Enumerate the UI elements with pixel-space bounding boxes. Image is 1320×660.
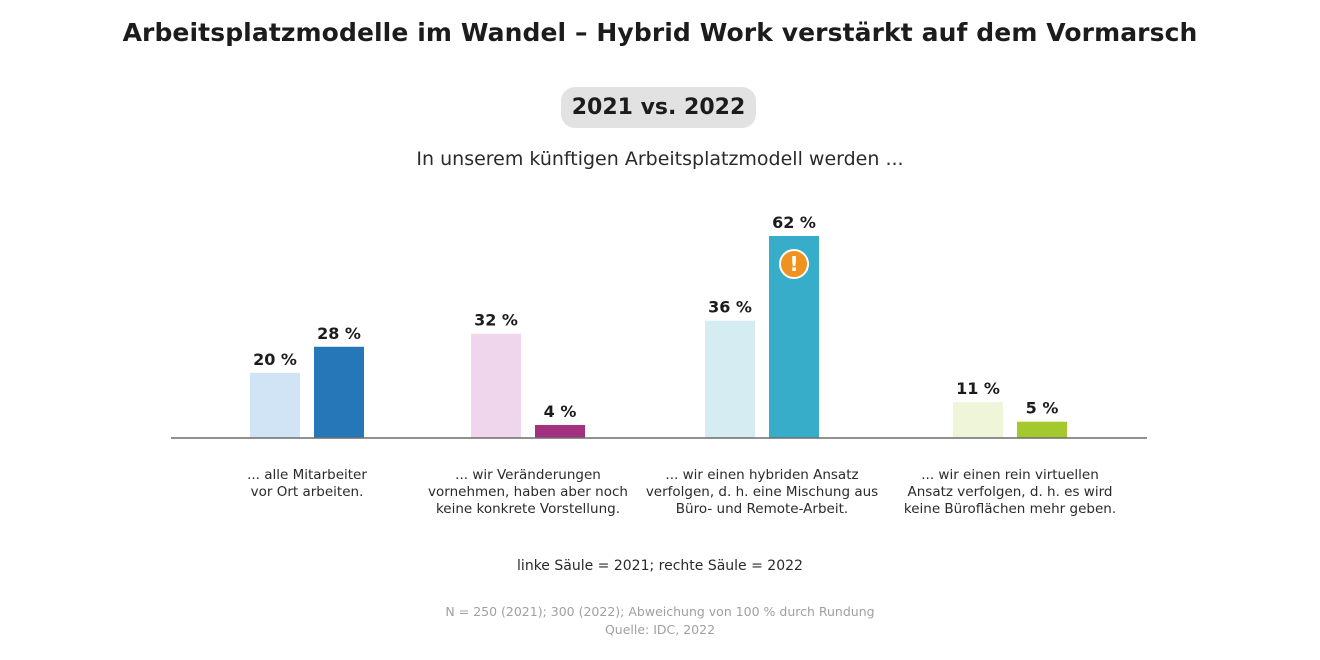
exclamation-icon	[779, 249, 809, 279]
category-label-line: ... wir einen rein virtuellen	[921, 467, 1099, 483]
bar-2022-4	[1017, 421, 1067, 438]
data-label: 28 %	[317, 324, 361, 343]
category-label-line: ... alle Mitarbeiter	[247, 467, 367, 483]
category-label-line: vornehmen, haben aber noch	[428, 484, 628, 500]
data-label: 62 %	[772, 213, 816, 232]
exclamation-icon-glyph: !	[789, 252, 798, 276]
bar-2021-1	[250, 372, 300, 438]
chart-subtitle: In unserem künftigen Arbeitsplatzmodell …	[416, 148, 904, 170]
bar-2021-3	[705, 320, 755, 438]
footnote: N = 250 (2021); 300 (2022); Abweichung v…	[0, 603, 1320, 639]
category-label: ... wir Veränderungen vornehmen, haben ab…	[428, 467, 628, 517]
bar-2022-2	[535, 424, 585, 438]
legend-note: linke Säule = 2021; rechte Säule = 2022	[517, 558, 803, 574]
chart-title: Arbeitsplatzmodelle im Wandel – Hybrid W…	[122, 18, 1198, 47]
footnote-source: Quelle: IDC, 2022	[604, 622, 716, 637]
category-label: ... wir einen rein virtuellen Ansatz verf…	[904, 467, 1116, 517]
category-label-line: vor Ort arbeiten.	[251, 484, 364, 500]
category-label-line: Büro- und Remote-Arbeit.	[676, 501, 848, 517]
data-label: 32 %	[474, 311, 518, 330]
category-label-line: ... wir Veränderungen	[455, 467, 601, 483]
category-label-line: verfolgen, d. h. eine Mischung aus	[646, 484, 878, 500]
bar-2021-2	[471, 333, 521, 438]
bar-2021-4	[953, 402, 1003, 438]
data-label: 11 %	[956, 379, 1000, 398]
bar-2022-1	[314, 346, 364, 438]
category-label-line: keine Büroflächen mehr geben.	[904, 501, 1116, 517]
data-label: 5 %	[1026, 399, 1059, 418]
category-label-line: Ansatz verfolgen, d. h. es wird	[908, 484, 1113, 500]
category-label-line: keine konkrete Vorstellung.	[436, 501, 620, 517]
data-label: 4 %	[544, 402, 577, 421]
category-label: ... wir einen hybriden Ansatz verfolgen, …	[646, 467, 878, 517]
data-label: 20 %	[253, 350, 297, 369]
footnote-sample: N = 250 (2021); 300 (2022); Abweichung v…	[445, 604, 875, 619]
category-label: ... alle Mitarbeiter vor Ort arbeiten.	[247, 467, 367, 500]
comparison-badge: 2021 vs. 2022	[561, 87, 756, 128]
data-label: 36 %	[708, 298, 752, 317]
category-label-line: ... wir einen hybriden Ansatz	[665, 467, 858, 483]
